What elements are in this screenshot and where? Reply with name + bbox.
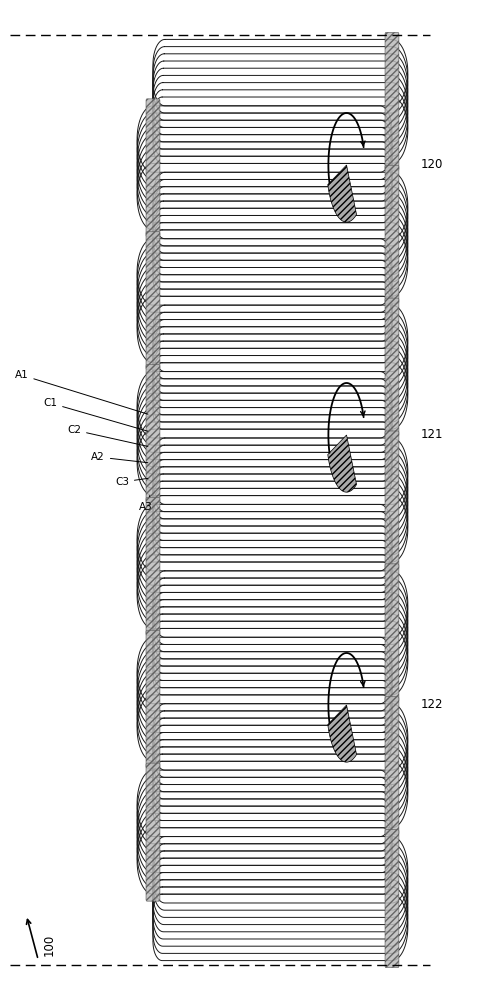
FancyBboxPatch shape [146,630,160,768]
FancyBboxPatch shape [146,232,160,370]
Text: A2: A2 [91,452,148,463]
Text: 122: 122 [421,698,443,712]
Text: 100: 100 [43,934,56,956]
Text: 121: 121 [421,428,443,442]
Text: C3: C3 [115,477,148,487]
FancyBboxPatch shape [385,697,399,835]
FancyBboxPatch shape [385,165,399,303]
FancyBboxPatch shape [385,564,399,702]
FancyBboxPatch shape [146,365,160,503]
FancyBboxPatch shape [146,99,160,237]
Text: 120: 120 [421,158,443,172]
Polygon shape [328,435,357,492]
Text: A3: A3 [139,496,152,512]
FancyBboxPatch shape [146,763,160,901]
FancyBboxPatch shape [385,830,399,968]
Text: C1: C1 [43,398,148,431]
FancyBboxPatch shape [385,431,399,569]
Polygon shape [328,165,357,222]
Polygon shape [328,705,357,762]
FancyBboxPatch shape [146,497,160,635]
FancyBboxPatch shape [385,32,399,170]
Text: C2: C2 [67,425,148,446]
FancyBboxPatch shape [385,298,399,436]
Text: A1: A1 [15,370,148,414]
